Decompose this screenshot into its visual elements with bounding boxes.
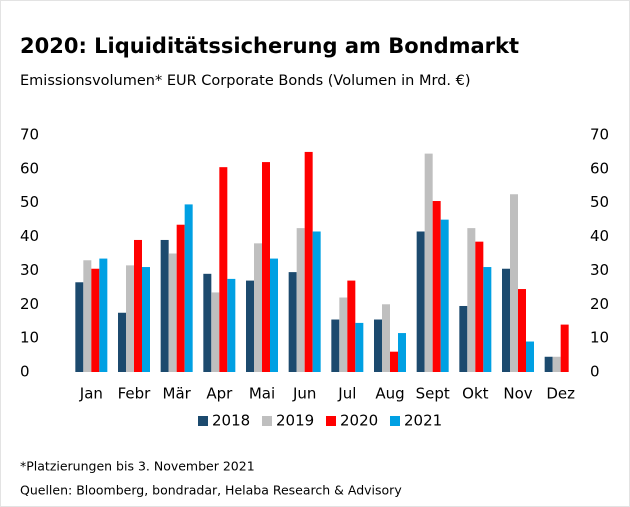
bar — [374, 319, 382, 372]
bar — [416, 231, 425, 372]
bar — [331, 319, 340, 372]
bar — [467, 228, 476, 372]
bar — [347, 280, 356, 372]
y-tick-label: 30 — [20, 261, 39, 279]
bar — [382, 304, 390, 372]
x-tick-label: Jun — [292, 385, 316, 403]
y-tick-label: 50 — [20, 193, 39, 211]
bar — [227, 278, 236, 372]
bar — [518, 289, 526, 372]
source: Quellen: Bloomberg, bondradar, Helaba Re… — [20, 483, 402, 498]
bar — [160, 239, 169, 372]
legend-swatch — [198, 416, 208, 426]
bar — [355, 322, 364, 372]
x-tick-label: Dez — [546, 385, 575, 403]
bar — [142, 267, 150, 372]
y2-tick-label: 30 — [590, 261, 609, 279]
x-tick-label: Okt — [462, 385, 488, 403]
y-tick-label: 70 — [20, 126, 39, 144]
y-tick-label: 10 — [20, 329, 39, 347]
bar — [118, 312, 126, 372]
legend-label: 2021 — [404, 412, 442, 430]
legend-swatch — [390, 416, 400, 426]
bar — [176, 224, 185, 372]
bar — [168, 253, 177, 372]
bar — [440, 219, 449, 372]
y-tick-label: 0 — [20, 363, 30, 381]
bar — [475, 241, 484, 372]
bar — [184, 204, 193, 372]
x-tick-label: Jan — [79, 385, 103, 403]
x-tick-label: Nov — [503, 385, 532, 403]
bar — [246, 280, 254, 372]
bar — [75, 282, 84, 372]
bar — [83, 260, 92, 372]
footnote: *Platzierungen bis 3. November 2021 — [20, 459, 255, 474]
bar — [424, 153, 433, 372]
y2-tick-label: 40 — [590, 227, 609, 245]
x-tick-label: Mai — [249, 385, 275, 403]
x-tick-label: Sept — [416, 385, 450, 403]
chart-subtitle: Emissionsvolumen* EUR Corporate Bonds (V… — [20, 73, 471, 89]
bar — [270, 258, 278, 372]
bar — [254, 243, 262, 372]
y2-tick-label: 50 — [590, 193, 609, 211]
legend-swatch — [326, 416, 336, 426]
bar — [398, 333, 406, 372]
legend-label: 2020 — [340, 412, 378, 430]
x-tick-label: Apr — [206, 385, 233, 403]
bar — [459, 305, 468, 372]
y2-tick-label: 20 — [590, 295, 609, 313]
bar — [390, 351, 398, 372]
y2-tick-label: 10 — [590, 329, 609, 347]
y-tick-label: 60 — [20, 159, 39, 177]
legend-label: 2018 — [212, 412, 250, 430]
y2-tick-label: 0 — [590, 363, 600, 381]
bar — [483, 267, 492, 372]
bar — [296, 228, 305, 372]
bar — [560, 324, 569, 372]
bar — [544, 356, 553, 372]
y-tick-label: 20 — [20, 295, 39, 313]
bar — [288, 272, 297, 372]
bar — [203, 273, 212, 372]
bar — [134, 239, 142, 372]
bar — [552, 356, 561, 372]
x-tick-label: Mär — [163, 385, 192, 403]
bar — [219, 167, 228, 372]
x-tick-label: Jul — [337, 385, 356, 403]
legend-label: 2019 — [276, 412, 314, 430]
legend-swatch — [262, 416, 272, 426]
bar — [510, 194, 518, 372]
y2-tick-label: 60 — [590, 159, 609, 177]
bar — [211, 292, 220, 372]
bar — [526, 341, 534, 372]
bar — [126, 265, 134, 372]
bar — [304, 151, 313, 372]
y2-tick-label: 70 — [590, 126, 609, 144]
bar — [99, 258, 108, 372]
chart-title: 2020: Liquiditätssicherung am Bondmarkt — [20, 34, 519, 58]
bar — [502, 268, 510, 372]
y-tick-label: 40 — [20, 227, 39, 245]
bar — [262, 162, 270, 372]
x-tick-label: Febr — [118, 385, 152, 403]
bar — [312, 231, 321, 372]
x-tick-label: Aug — [375, 385, 404, 403]
bar — [432, 201, 441, 372]
bar — [339, 297, 348, 372]
bar — [91, 268, 100, 372]
